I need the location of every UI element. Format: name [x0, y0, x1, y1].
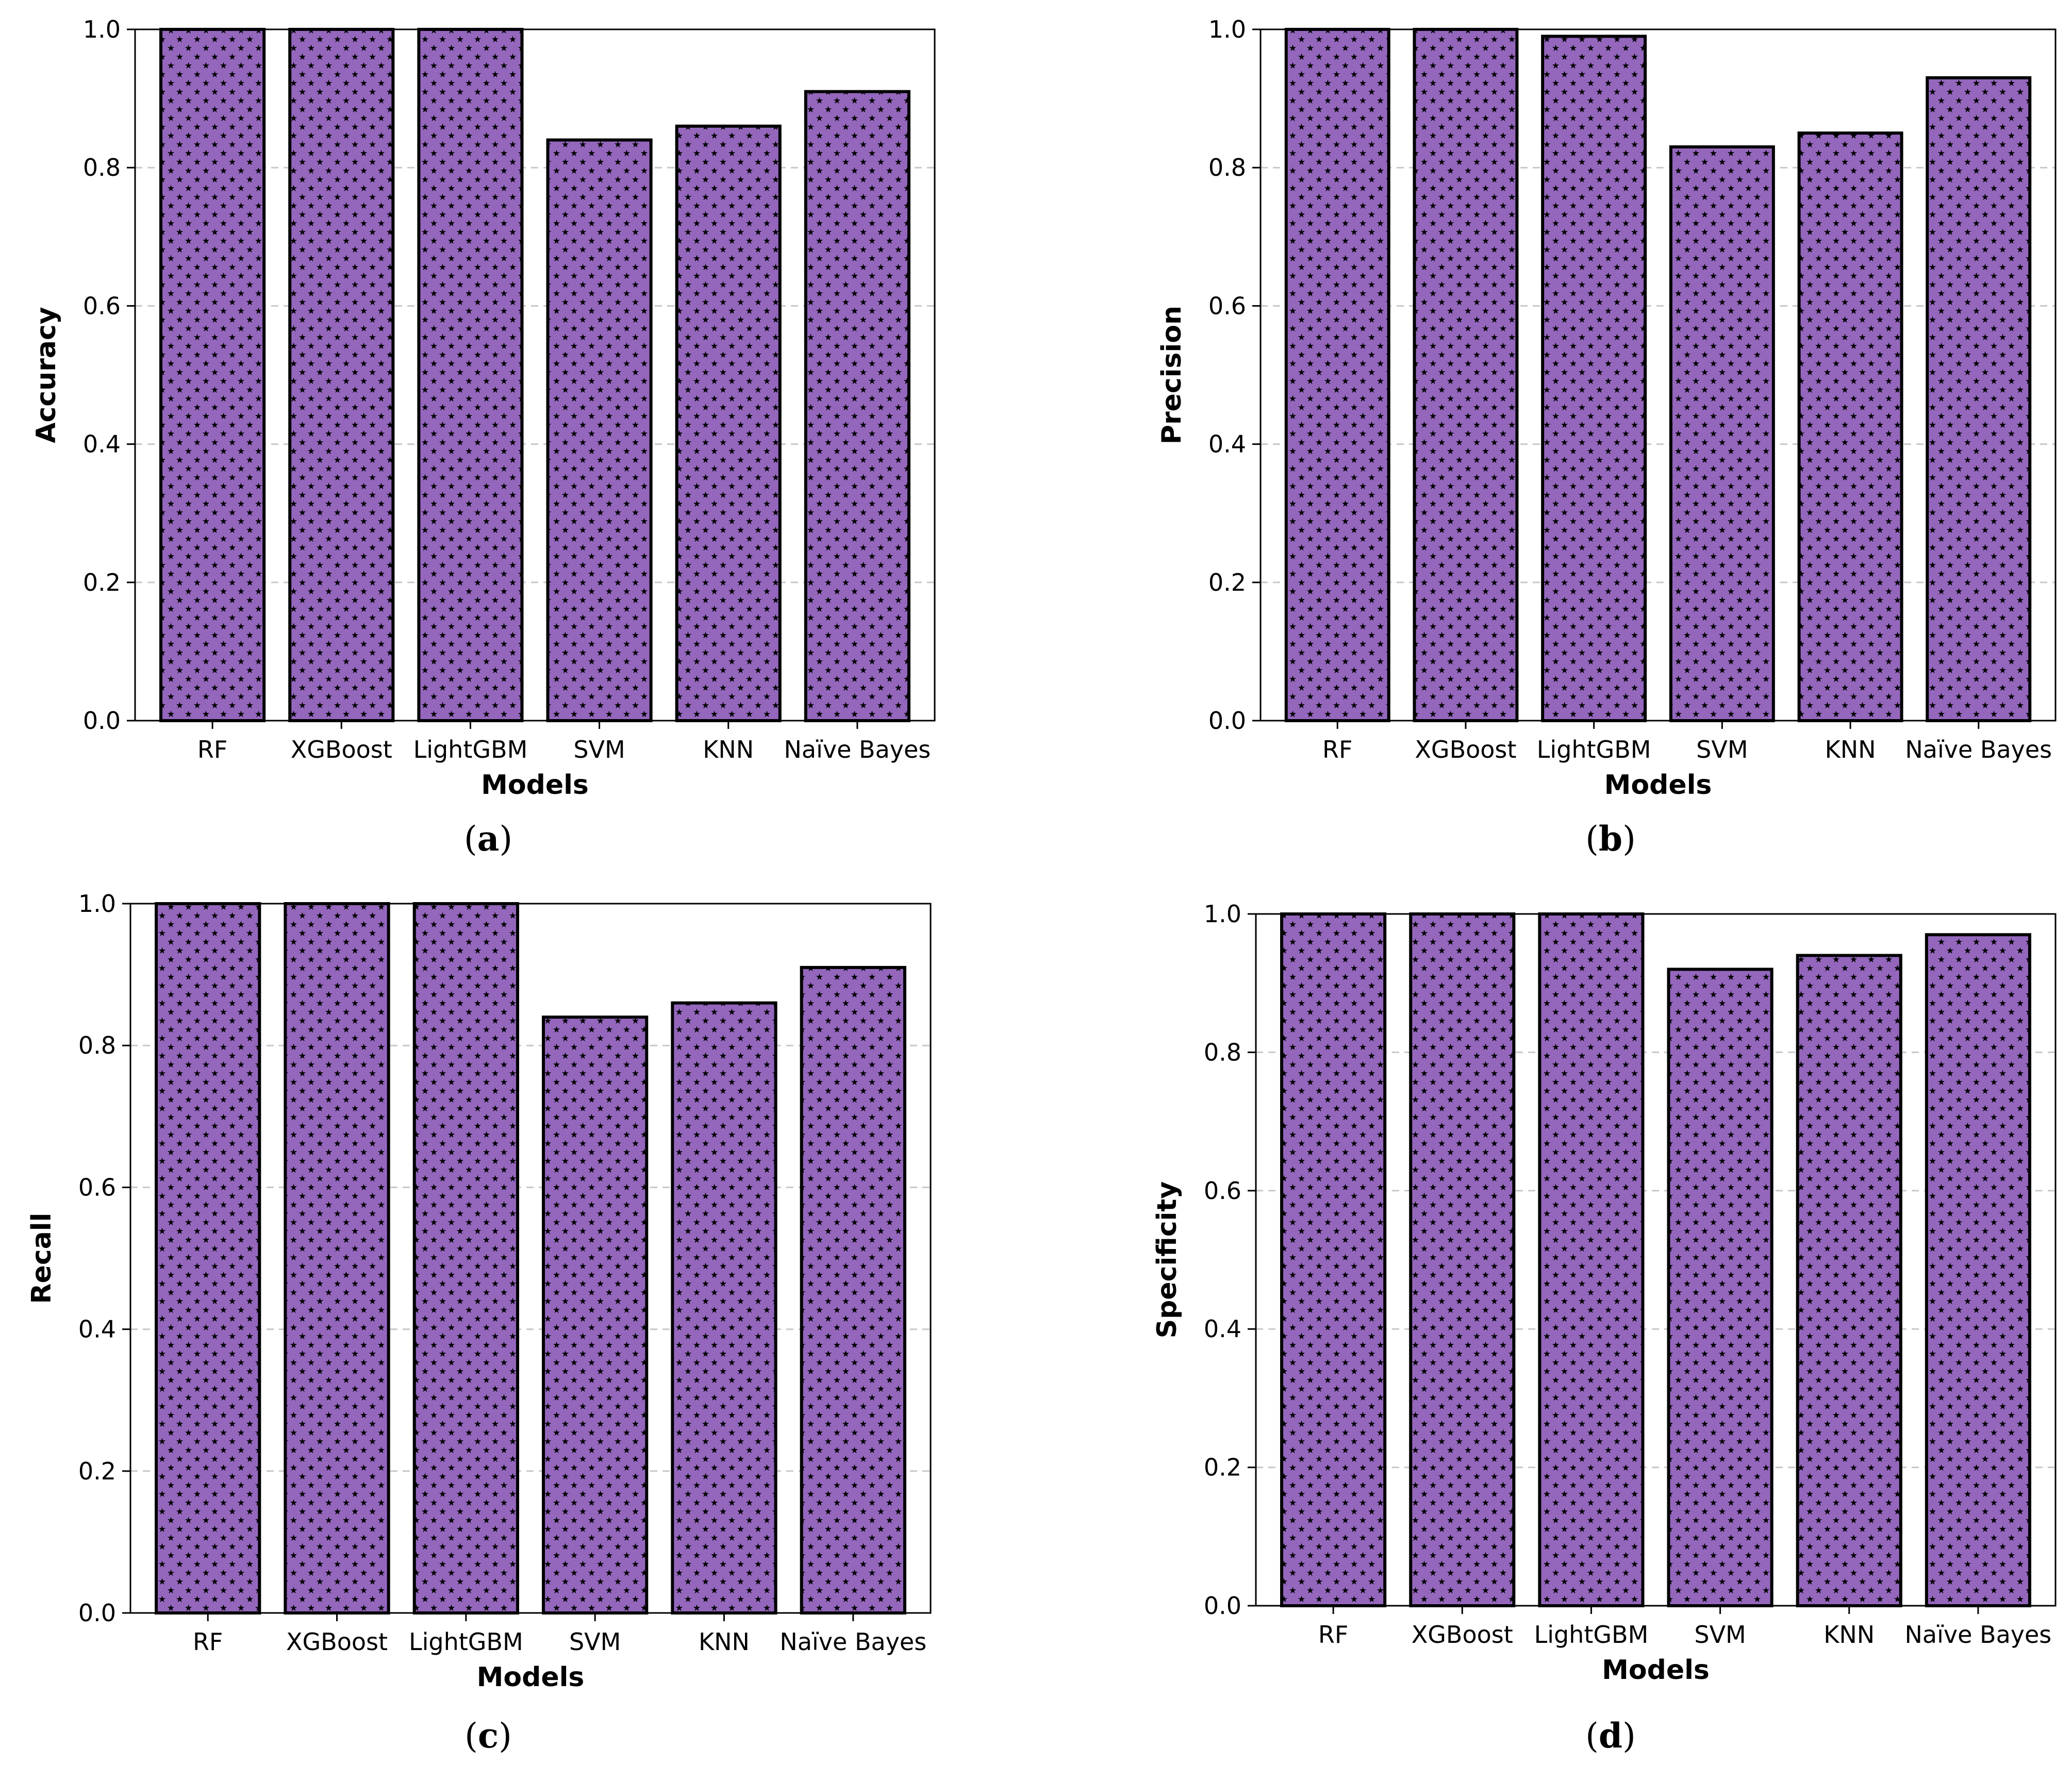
y-tick-label: 0.8: [78, 1031, 116, 1059]
bar-xgboost: [288, 28, 395, 722]
x-axis-label: Models: [481, 770, 589, 801]
x-tick-label: RF: [1322, 736, 1352, 763]
y-tick-label: 0.2: [83, 569, 121, 596]
y-tick-label: 0.2: [78, 1457, 116, 1485]
y-tick-label: 1.0: [78, 890, 116, 918]
x-tick-label: LightGBM: [409, 1628, 523, 1656]
x-tick-label: RF: [193, 1628, 223, 1656]
y-tick-label: 0.0: [1204, 1592, 1241, 1620]
x-tick-label: XGBoost: [1412, 1621, 1513, 1649]
axes-frame: [129, 903, 932, 1614]
chart-panel-b: 0.0 0.2 0.4 0.6 0.8 1.0 RF XGBoost LightGBM SVM KN…: [1156, 15, 2057, 859]
bar-rf: [1280, 912, 1387, 1607]
x-tick-label: RF: [1318, 1621, 1348, 1649]
x-axis-label: Models: [1604, 770, 1712, 801]
x-tick-label: SVM: [1696, 736, 1748, 763]
chart-panel-d: 0.0 0.2 0.4 0.6 0.8 1.0 RF XGBoost LightGBM SVM KN…: [1152, 900, 2057, 1756]
x-axis-label: Models: [1602, 1655, 1710, 1686]
x-tick-label: XGBoost: [286, 1628, 388, 1656]
bar-xgboost: [1413, 28, 1519, 722]
bar-rf: [155, 902, 261, 1614]
y-tick-label: 0.0: [78, 1599, 116, 1627]
x-tick-label: RF: [197, 736, 227, 763]
caption-letter: b: [1599, 819, 1622, 859]
x-tick-label: Naïve Bayes: [1905, 736, 2052, 763]
x-tick-label: LightGBM: [1534, 1621, 1649, 1649]
y-tick-label: 0.4: [78, 1316, 116, 1343]
y-tick-label: 0.8: [1204, 1038, 1241, 1066]
y-tick-label: 1.0: [1208, 15, 1246, 43]
y-tick-label: 0.4: [1204, 1315, 1241, 1343]
y-tick-label: 0.8: [1208, 154, 1246, 181]
x-axis-label: Models: [477, 1662, 585, 1693]
panel-caption: (c): [465, 1716, 512, 1756]
x-tick-label: KNN: [1824, 1621, 1875, 1649]
y-axis-label: Recall: [26, 1213, 57, 1304]
y-tick-label: 0.0: [1208, 707, 1246, 735]
y-tick-label: 1.0: [83, 15, 121, 43]
panel-caption: (b): [1585, 819, 1636, 859]
bar-lightgbm: [412, 902, 519, 1614]
bar-svm: [1669, 145, 1775, 723]
bar-na-ve-bayes: [1926, 76, 2032, 722]
bar-na-ve-bayes: [1925, 933, 2031, 1607]
x-tick-label: KNN: [703, 736, 754, 763]
y-tick-label: 0.2: [1208, 569, 1246, 596]
y-tick-label: 0.4: [1208, 430, 1246, 458]
panel-caption: (d): [1585, 1716, 1636, 1756]
bar-lightgbm: [1541, 35, 1647, 722]
y-axis-label: Accuracy: [31, 307, 62, 443]
x-tick-label: KNN: [1825, 736, 1876, 763]
y-tick-label: 0.6: [1204, 1177, 1241, 1205]
bar-svm: [1667, 968, 1773, 1607]
panel-caption: (a): [464, 819, 512, 859]
bar-svm: [542, 1016, 649, 1614]
y-tick-label: 0.2: [1204, 1454, 1241, 1482]
bar-xgboost: [1409, 912, 1516, 1607]
y-axis-label: Precision: [1156, 306, 1187, 444]
bar-knn: [1797, 131, 1903, 722]
x-tick-label: SVM: [1694, 1621, 1746, 1649]
bar-knn: [671, 1001, 777, 1614]
axes-frame: [134, 28, 936, 722]
x-tick-label: XGBoost: [291, 736, 392, 763]
bar-svm: [546, 138, 653, 722]
y-tick-label: 0.6: [83, 292, 121, 320]
bar-na-ve-bayes: [800, 966, 906, 1614]
axes-frame: [1259, 28, 2057, 722]
y-tick-label: 0.8: [83, 154, 121, 181]
bar-rf: [159, 28, 266, 722]
bar-xgboost: [284, 902, 390, 1614]
caption-letter: d: [1599, 1716, 1622, 1756]
y-axis-label: Specificity: [1152, 1181, 1183, 1339]
y-tick-label: 1.0: [1204, 900, 1241, 928]
y-tick-label: 0.6: [1208, 292, 1246, 320]
bar-knn: [675, 124, 782, 723]
x-tick-label: SVM: [569, 1628, 621, 1656]
x-tick-label: Naïve Bayes: [780, 1628, 926, 1656]
bar-lightgbm: [417, 28, 524, 722]
y-tick-label: 0.6: [78, 1173, 116, 1201]
x-tick-label: KNN: [699, 1628, 750, 1656]
caption-letter: c: [478, 1716, 499, 1756]
bar-knn: [1796, 954, 1902, 1607]
axes-frame: [1255, 913, 2057, 1607]
x-tick-label: LightGBM: [413, 736, 528, 763]
chart-panel-c: 0.0 0.2 0.4 0.6 0.8 1.0 RF XGBoost LightGBM SVM KN…: [26, 890, 932, 1756]
x-tick-label: SVM: [573, 736, 625, 763]
chart-panels: 0.0 0.2 0.4 0.6 0.8 1.0 RF XGBoost LightGBM SVM KN…: [26, 15, 2057, 1756]
y-tick-label: 0.0: [83, 707, 121, 735]
caption-letter: a: [477, 819, 500, 859]
y-tick-label: 0.4: [83, 430, 121, 458]
chart-panel-a: 0.0 0.2 0.4 0.6 0.8 1.0 RF XGBoost LightGBM SVM KN…: [31, 15, 936, 859]
x-tick-label: Naïve Bayes: [784, 736, 931, 763]
bar-na-ve-bayes: [804, 90, 910, 723]
bar-rf: [1284, 28, 1390, 722]
bar-lightgbm: [1538, 912, 1645, 1607]
x-tick-label: LightGBM: [1537, 736, 1651, 763]
x-tick-label: XGBoost: [1415, 736, 1516, 763]
x-tick-label: Naïve Bayes: [1905, 1621, 2052, 1649]
